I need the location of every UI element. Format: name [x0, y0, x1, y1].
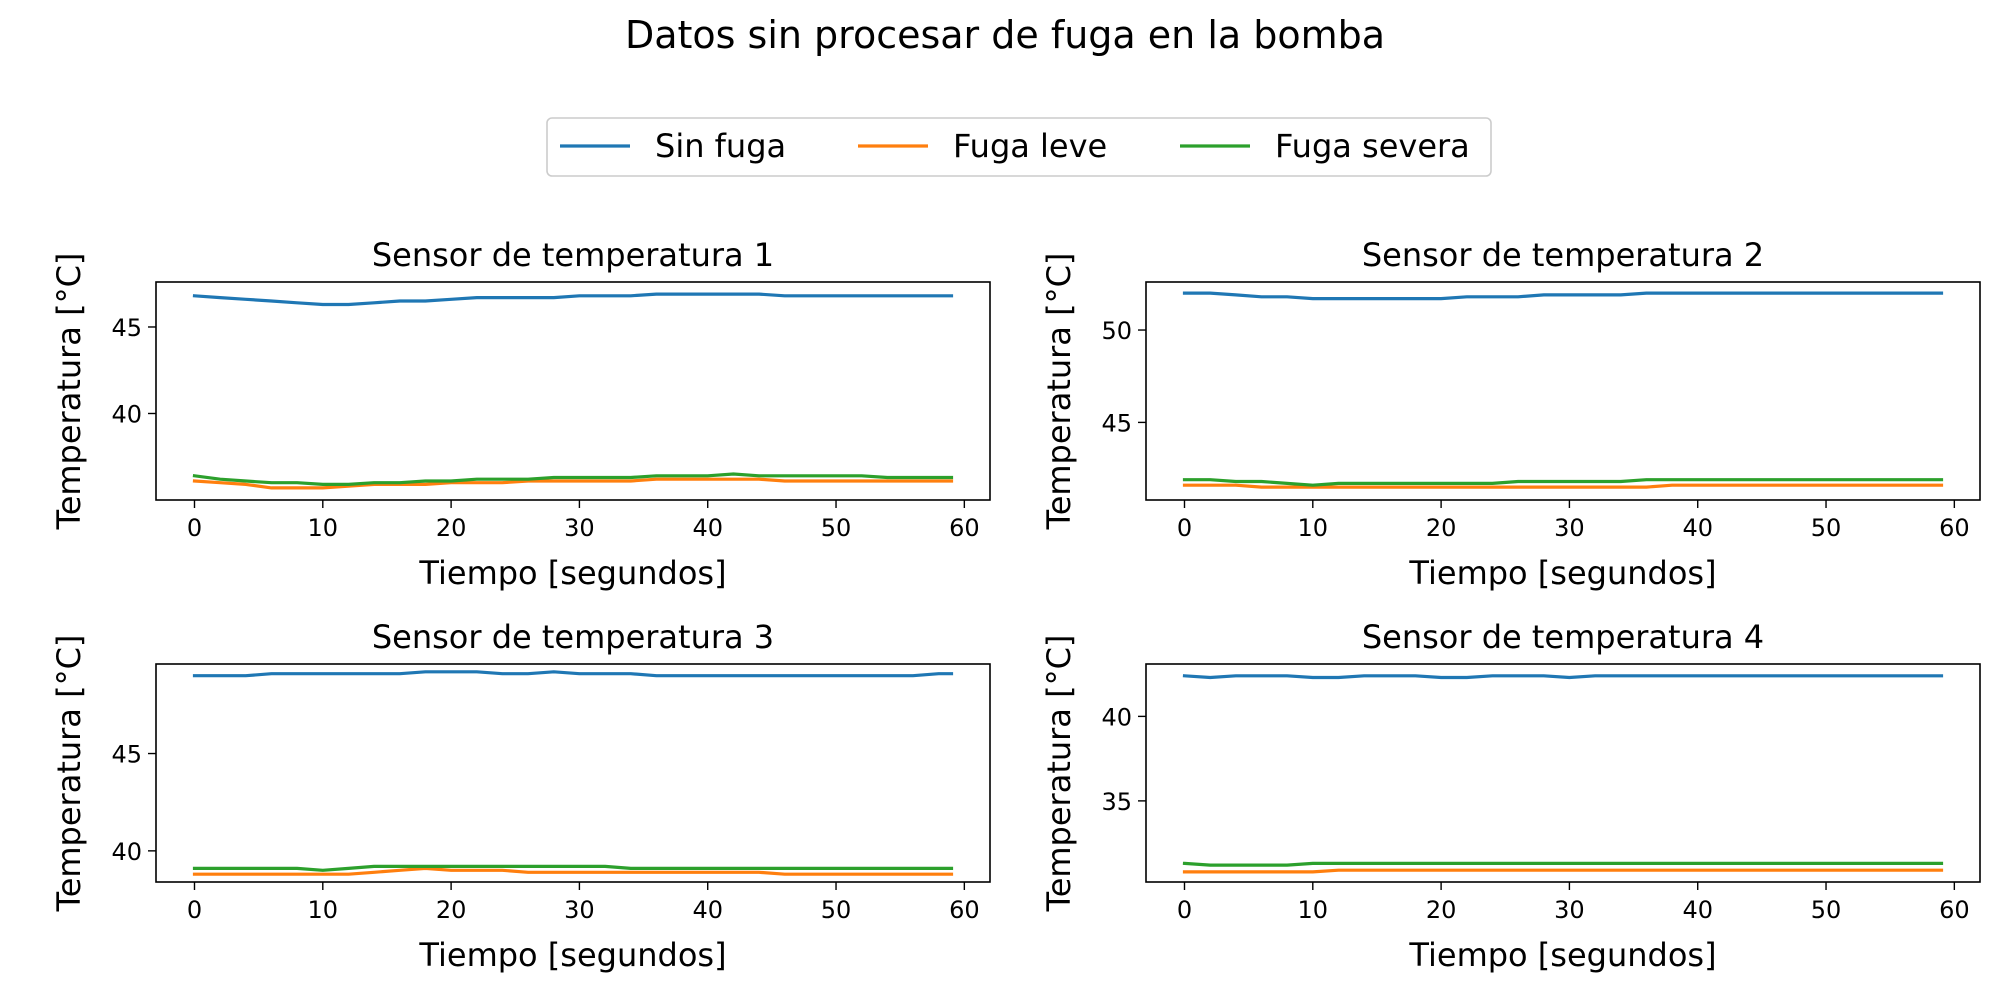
x-tick-label: 10 — [308, 896, 339, 924]
series-line-sin-fuga — [192, 670, 954, 678]
y-tick-label: 40 — [111, 400, 142, 428]
x-tick-label: 30 — [1554, 514, 1585, 542]
x-tick-label: 40 — [1682, 514, 1713, 542]
plot-frame — [155, 281, 991, 501]
x-tick-label: 20 — [1426, 896, 1457, 924]
x-tick-label: 60 — [1939, 514, 1970, 542]
subplot-sensor-4: Sensor de temperatura 4 0 10 20 30 40 50 60 35 40… — [1040, 618, 1981, 974]
series-line-fuga-leve — [1182, 483, 1944, 489]
x-axis-label: Tiempo [segundos] — [418, 936, 726, 974]
x-tick-label: 50 — [1811, 896, 1842, 924]
x-tick-label: 40 — [1682, 896, 1713, 924]
series-line-fuga-leve — [1182, 868, 1944, 874]
x-tick-label: 10 — [1298, 896, 1329, 924]
series-group — [192, 292, 954, 490]
y-tick-label: 45 — [111, 741, 142, 769]
x-tick-label: 0 — [187, 896, 202, 924]
plot-frame — [155, 663, 991, 883]
y-tick-label: 50 — [1101, 317, 1132, 345]
x-tick-label: 10 — [1298, 514, 1329, 542]
plot-frame — [1145, 663, 1981, 883]
x-tick-label: 0 — [1177, 896, 1192, 924]
x-tick-label: 50 — [821, 896, 852, 924]
plot-frame — [1145, 281, 1981, 501]
y-tick-label: 35 — [1101, 788, 1132, 816]
series-line-sin-fuga — [1182, 291, 1944, 301]
x-tick-label: 60 — [949, 514, 980, 542]
x-axis-label: Tiempo [segundos] — [1408, 554, 1716, 592]
y-axis-label: Temperatura [°C] — [1040, 635, 1078, 913]
subplot-title: Sensor de temperatura 1 — [372, 236, 774, 274]
x-tick-label: 0 — [1177, 514, 1192, 542]
series-line-fuga-leve — [192, 477, 954, 490]
y-tick-label: 40 — [1101, 703, 1132, 731]
x-tick-label: 20 — [1426, 514, 1457, 542]
legend-label-fuga-severa: Fuga severa — [1275, 127, 1470, 165]
series-group — [1182, 674, 1944, 874]
x-tick-label: 0 — [187, 514, 202, 542]
series-line-sin-fuga — [192, 292, 954, 307]
subplot-title: Sensor de temperatura 2 — [1362, 236, 1764, 274]
subplot-sensor-3: Sensor de temperatura 3 0 10 20 30 40 50 60 40 45… — [50, 618, 991, 974]
series-line-fuga-severa — [1182, 861, 1944, 867]
x-axis-label: Tiempo [segundos] — [418, 554, 726, 592]
series-line-fuga-severa — [1182, 478, 1944, 487]
x-axis-label: Tiempo [segundos] — [1408, 936, 1716, 974]
x-tick-label: 50 — [821, 514, 852, 542]
legend-frame — [546, 117, 1492, 177]
figure-title: Datos sin procesar de fuga en la bomba — [625, 13, 1385, 57]
x-tick-label: 10 — [308, 514, 339, 542]
y-tick-label: 40 — [111, 838, 142, 866]
y-axis-label: Temperatura [°C] — [1040, 253, 1078, 531]
subplot-sensor-2: Sensor de temperatura 2 0 10 20 30 40 50 60 45 50… — [1040, 236, 1981, 592]
y-tick-label: 45 — [1101, 409, 1132, 437]
subplot-sensor-1: Sensor de temperatura 1 0 10 20 30 40 50 60 40 45… — [50, 236, 991, 592]
x-tick-label: 60 — [949, 896, 980, 924]
series-line-fuga-leve — [192, 866, 954, 876]
legend: Sin fuga Fuga leve Fuga severa — [546, 117, 1492, 177]
x-tick-label: 50 — [1811, 514, 1842, 542]
series-line-fuga-severa — [192, 864, 954, 872]
x-tick-label: 20 — [436, 896, 467, 924]
series-line-sin-fuga — [1182, 674, 1944, 680]
y-axis-label: Temperatura [°C] — [50, 635, 88, 913]
x-tick-label: 30 — [564, 896, 595, 924]
x-tick-label: 40 — [692, 896, 723, 924]
subplot-title: Sensor de temperatura 3 — [372, 618, 774, 656]
y-tick-label: 45 — [111, 314, 142, 342]
series-group — [192, 670, 954, 876]
x-tick-label: 60 — [1939, 896, 1970, 924]
x-tick-label: 30 — [564, 514, 595, 542]
x-tick-label: 20 — [436, 514, 467, 542]
y-axis-label: Temperatura [°C] — [50, 253, 88, 531]
legend-label-fuga-leve: Fuga leve — [953, 127, 1107, 165]
legend-label-sin-fuga: Sin fuga — [655, 127, 786, 165]
series-line-fuga-severa — [192, 472, 954, 486]
series-group — [1182, 291, 1944, 489]
subplot-title: Sensor de temperatura 4 — [1362, 618, 1764, 656]
x-tick-label: 40 — [692, 514, 723, 542]
x-tick-label: 30 — [1554, 896, 1585, 924]
